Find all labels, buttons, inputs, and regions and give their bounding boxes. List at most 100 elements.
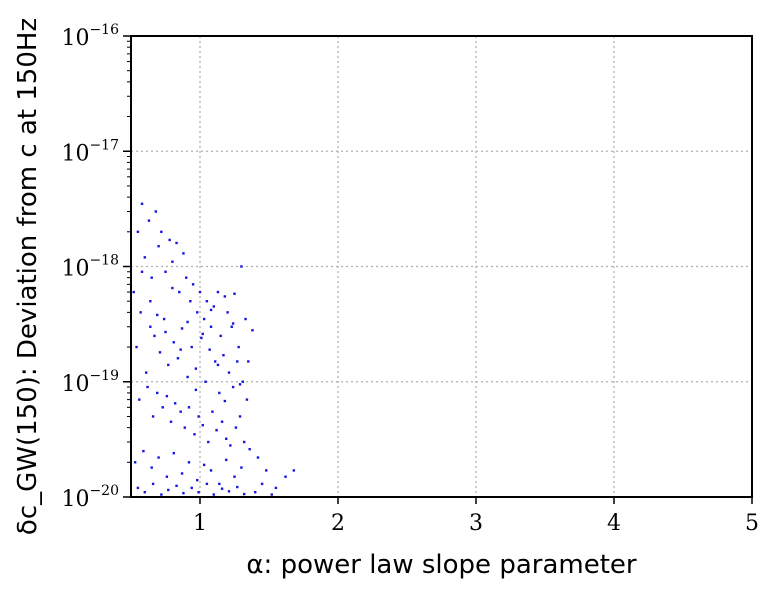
data-point bbox=[202, 463, 206, 467]
data-point bbox=[167, 488, 170, 492]
x-tick-label: 3 bbox=[469, 511, 483, 536]
data-point bbox=[182, 252, 185, 255]
data-point bbox=[164, 330, 167, 334]
data-point bbox=[207, 440, 210, 444]
data-point bbox=[193, 433, 196, 436]
y-axis-label: δc_GW(150): Deviation from c at 150Hz bbox=[13, 18, 43, 535]
data-point bbox=[256, 456, 260, 459]
y-tick-label: 10−19 bbox=[61, 368, 119, 397]
data-point bbox=[242, 492, 246, 496]
data-point bbox=[189, 299, 192, 303]
data-point bbox=[220, 420, 224, 423]
data-point bbox=[164, 270, 167, 273]
data-point bbox=[216, 363, 220, 367]
data-point bbox=[231, 322, 235, 325]
data-point bbox=[202, 317, 206, 321]
data-point bbox=[175, 484, 178, 488]
data-point bbox=[218, 391, 221, 395]
data-point bbox=[180, 327, 184, 330]
data-point bbox=[165, 394, 169, 398]
data-point bbox=[138, 398, 141, 401]
grid bbox=[131, 36, 753, 497]
y-axis-ticks: 10−20 10−19 10−18 10−17 10−16 bbox=[61, 22, 131, 512]
data-point bbox=[233, 292, 236, 295]
x-tick-label: 2 bbox=[331, 511, 345, 536]
data-point bbox=[190, 486, 193, 490]
data-point bbox=[242, 440, 246, 444]
data-point bbox=[142, 449, 145, 453]
data-point bbox=[183, 426, 187, 429]
x-tick-label: 5 bbox=[745, 511, 759, 536]
data-point bbox=[167, 363, 170, 367]
data-point bbox=[204, 380, 207, 383]
data-point bbox=[173, 402, 177, 405]
data-point bbox=[225, 437, 228, 440]
data-point bbox=[248, 447, 251, 451]
data-point bbox=[240, 466, 243, 469]
data-point bbox=[265, 469, 268, 472]
data-point bbox=[149, 325, 152, 328]
data-point bbox=[205, 299, 209, 303]
data-point bbox=[156, 313, 159, 317]
x-axis-ticks: 1 2 3 4 5 bbox=[193, 497, 759, 536]
data-point bbox=[154, 210, 158, 213]
data-point bbox=[236, 360, 239, 363]
data-point bbox=[197, 415, 200, 418]
data-point bbox=[175, 241, 178, 245]
data-point bbox=[149, 299, 152, 303]
data-point bbox=[182, 491, 185, 495]
data-point bbox=[143, 256, 146, 259]
y-tick-label: 10−20 bbox=[61, 483, 119, 512]
data-point bbox=[171, 286, 174, 290]
data-point bbox=[209, 325, 213, 328]
data-point bbox=[169, 420, 173, 423]
data-point bbox=[185, 276, 188, 279]
data-point bbox=[171, 260, 174, 263]
data-point bbox=[292, 469, 296, 472]
data-point bbox=[172, 341, 175, 344]
data-point bbox=[136, 486, 140, 490]
data-point bbox=[251, 329, 254, 332]
data-point bbox=[230, 325, 233, 328]
data-point bbox=[156, 391, 159, 395]
data-point bbox=[247, 360, 250, 363]
data-point bbox=[178, 290, 181, 294]
data-point bbox=[132, 290, 135, 294]
y-tick-label: 10−18 bbox=[61, 253, 119, 282]
data-point bbox=[135, 345, 138, 349]
data-point bbox=[201, 423, 204, 427]
data-point bbox=[136, 230, 140, 234]
data-point bbox=[218, 482, 221, 486]
data-point bbox=[187, 461, 191, 464]
data-point bbox=[212, 305, 215, 308]
data-point bbox=[150, 466, 153, 469]
data-point bbox=[200, 336, 203, 340]
data-point bbox=[209, 308, 213, 312]
data-point bbox=[211, 410, 214, 413]
data-point bbox=[225, 458, 228, 462]
data-point bbox=[158, 351, 162, 354]
data-point bbox=[196, 478, 199, 482]
data-point bbox=[160, 230, 163, 234]
data-point bbox=[194, 388, 198, 392]
data-point bbox=[186, 320, 189, 324]
data-point bbox=[151, 415, 155, 418]
data-point bbox=[238, 383, 242, 386]
data-point bbox=[143, 491, 146, 494]
data-point bbox=[160, 493, 163, 496]
data-point bbox=[168, 238, 171, 242]
data-point bbox=[140, 270, 144, 273]
data-point bbox=[187, 406, 191, 409]
data-point bbox=[147, 219, 151, 222]
data-point bbox=[219, 334, 222, 338]
data-point bbox=[274, 486, 278, 490]
data-point bbox=[233, 475, 236, 478]
data-point bbox=[260, 482, 264, 486]
data-point bbox=[196, 311, 199, 314]
data-point bbox=[213, 360, 217, 363]
data-point bbox=[226, 311, 229, 314]
data-point bbox=[220, 487, 224, 490]
x-tick-label: 4 bbox=[607, 511, 621, 536]
data-point bbox=[244, 317, 247, 321]
